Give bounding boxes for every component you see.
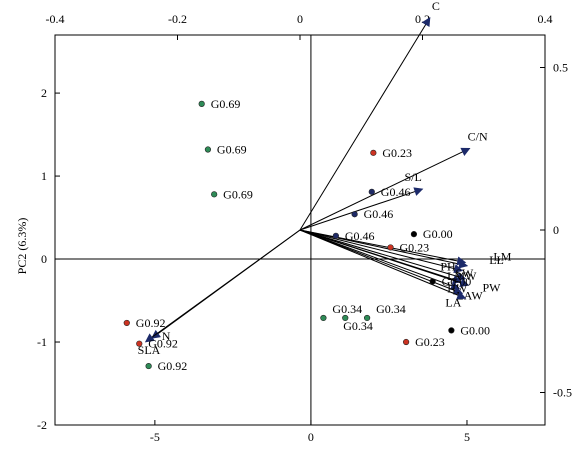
- top-tick-label: 0.2: [415, 12, 430, 26]
- right-tick-label: 0.5: [553, 61, 568, 75]
- score-point-label: G0.69: [223, 187, 253, 201]
- loading-label: SLA: [138, 343, 161, 357]
- x-tick-label: 5: [464, 430, 470, 444]
- score-point: [145, 362, 152, 370]
- score-point: [370, 149, 377, 156]
- score-point-label: G0.92: [158, 359, 188, 373]
- score-points: G0.69 G0.69 G0.69 G0.23 G0.46 G0.46 G0.46 G0.00…: [123, 97, 490, 373]
- loading-label: C/N: [468, 129, 488, 143]
- score-point-label: G0.00: [460, 323, 490, 337]
- y-axis-label: PC2 (6.3%): [15, 218, 29, 275]
- score-point-label: G0.34: [343, 319, 373, 333]
- score-point-label: G0.92: [136, 316, 166, 330]
- score-point: [320, 314, 327, 322]
- loading-label: LM: [493, 250, 511, 264]
- loading-arrow: [299, 17, 431, 231]
- loading-label: LMW: [447, 269, 477, 283]
- score-point: [403, 338, 410, 346]
- score-point-label: G0.00: [442, 274, 472, 288]
- score-point-label: G0.69: [217, 143, 247, 157]
- score-point: [136, 340, 143, 347]
- y-tick-label: 2: [41, 86, 47, 100]
- score-point-label: G0.23: [382, 146, 412, 160]
- score-point-label: G0.34: [332, 302, 362, 316]
- top-tick-label: -0.2: [168, 12, 187, 26]
- loading-arrow: [299, 229, 470, 288]
- y-tick-label: 1: [41, 169, 47, 183]
- score-point: [429, 278, 436, 285]
- top-tick-label: 0: [297, 12, 303, 26]
- loading-label: PW: [482, 280, 501, 294]
- score-point-label: G0.46: [345, 229, 375, 243]
- score-point-label: G0.23: [415, 335, 445, 349]
- loading-label: S/L: [405, 170, 422, 184]
- score-point-label: G0.00: [423, 227, 453, 241]
- score-point: [211, 191, 218, 198]
- loading-arrow: [299, 187, 424, 231]
- score-point: [342, 314, 349, 322]
- score-point: [368, 188, 375, 195]
- loading-arrow: [299, 147, 471, 231]
- score-point-label: G0.34: [376, 302, 406, 316]
- loading-label: C: [432, 0, 440, 13]
- top-tick-label: -0.4: [46, 12, 65, 26]
- y-tick-label: -1: [37, 335, 47, 349]
- loading-label: N: [162, 329, 171, 343]
- loading-label: LL: [489, 253, 504, 267]
- loading-arrow: [144, 229, 301, 343]
- right-tick-label: 0: [553, 223, 559, 237]
- loading-arrow: [299, 229, 467, 266]
- score-point-label: G0.46: [364, 207, 394, 221]
- y-tick-label: -2: [37, 418, 47, 432]
- score-point: [351, 211, 358, 218]
- score-point: [332, 232, 339, 239]
- score-point: [198, 100, 205, 107]
- loading-arrow: [299, 229, 467, 281]
- top-tick-label: 0.4: [538, 12, 553, 26]
- score-point-label: G0.23: [400, 240, 430, 254]
- score-point: [364, 314, 371, 322]
- score-point: [448, 327, 455, 334]
- loading-label: PH: [440, 260, 456, 274]
- loading-arrow: [299, 229, 464, 274]
- y-tick-label: 0: [41, 252, 47, 266]
- loading-label: LA: [445, 295, 461, 309]
- score-point-label: G0.92: [148, 337, 178, 351]
- loading-arrow: [299, 229, 467, 300]
- score-point: [123, 319, 130, 327]
- right-tick-label: -0.5: [553, 386, 572, 400]
- x-tick-label: 0: [308, 430, 314, 444]
- score-point: [387, 244, 394, 251]
- x-tick-label: -5: [150, 430, 160, 444]
- score-point-label: G0.46: [381, 185, 411, 199]
- score-point: [410, 231, 418, 238]
- score-point: [204, 146, 212, 153]
- score-point-label: G0.69: [211, 97, 241, 111]
